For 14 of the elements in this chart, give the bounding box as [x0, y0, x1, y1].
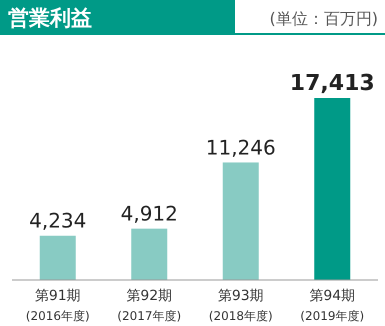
bar [131, 228, 168, 280]
data-label: 11,246 [206, 135, 276, 160]
x-tick-label: 第94期 (2019年度) [300, 288, 364, 323]
bar [222, 162, 259, 280]
x-tick-label: 第93期 (2018年度) [208, 288, 273, 323]
chart-title: 営業利益 [8, 6, 92, 30]
data-label: 4,912 [120, 202, 178, 226]
data-label: 4,234 [29, 208, 86, 233]
x-tick-label: 第92期 (2017年度) [117, 288, 182, 323]
data-label: 17,413 [290, 71, 375, 96]
chart-subtitle: (単位：百万円) [270, 9, 378, 28]
bar [40, 236, 76, 280]
bar [314, 98, 350, 280]
x-tick-label: 第91期 (2016年度) [26, 288, 90, 323]
